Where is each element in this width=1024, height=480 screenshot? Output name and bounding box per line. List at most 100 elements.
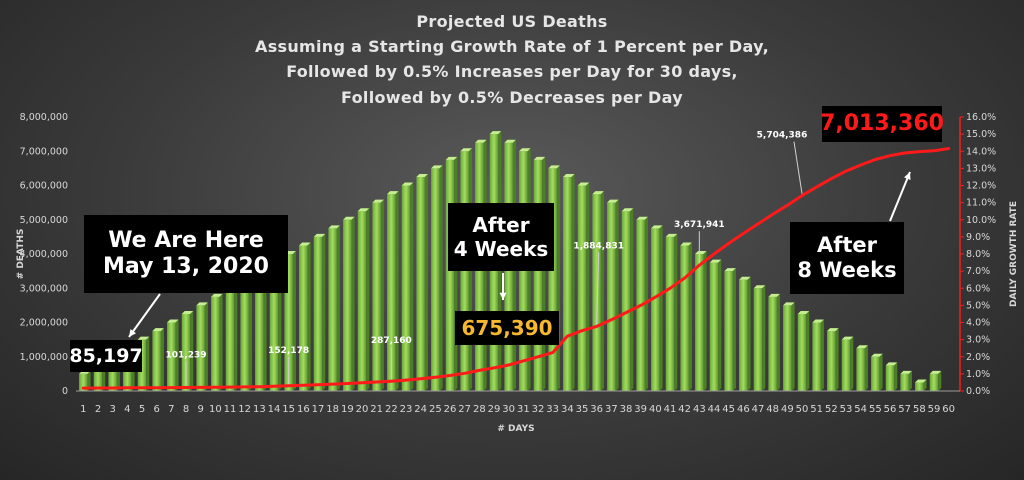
x-axis-tick-label: 37: [605, 404, 618, 415]
growth-rate-bar-top: [797, 310, 810, 314]
right-axis-tick-label: 5.0%: [966, 300, 990, 311]
growth-rate-bar: [548, 168, 557, 391]
growth-rate-bar-side: [820, 319, 824, 391]
x-axis-tick-label: 18: [326, 404, 339, 415]
growth-rate-bar-side: [292, 251, 296, 391]
projected-deaths-line: [81, 147, 951, 390]
point-label-leader: [596, 252, 600, 325]
arrow-we-are-here-head: [129, 329, 137, 337]
growth-rate-bar-top: [489, 131, 502, 135]
growth-rate-bar-top: [651, 225, 663, 229]
x-axis-tick-label: 36: [590, 404, 603, 415]
growth-rate-bar-top: [431, 165, 443, 169]
x-axis-tick-label: 2: [95, 404, 101, 415]
growth-rate-bar-top: [724, 268, 736, 272]
growth-rate-bar-top: [152, 328, 164, 332]
growth-rate-bar-top: [885, 362, 898, 366]
growth-rate-bar: [827, 331, 836, 391]
point-label: 1,884,831: [573, 241, 624, 251]
right-axis-tick-label: 3.0%: [966, 335, 990, 346]
x-axis-tick-label: 29: [488, 404, 501, 415]
growth-rate-bar: [387, 194, 396, 391]
right-axis-tick-label: 7.0%: [966, 266, 990, 277]
x-axis-tick-label: 50: [796, 404, 809, 415]
growth-rate-bar-top: [387, 191, 399, 195]
x-axis-tick-label: 59: [928, 404, 941, 415]
growth-rate-bar-side: [864, 345, 868, 391]
x-axis-tick-label: 4: [124, 404, 130, 415]
x-axis-title: # DAYS: [497, 424, 534, 434]
left-axis-title: # DEATHS: [16, 229, 26, 280]
growth-rate-bar-top: [504, 139, 516, 143]
x-axis-tick-label: 6: [153, 404, 159, 415]
growth-rate-bar-side: [571, 173, 575, 391]
growth-rate-bar-top: [328, 225, 340, 229]
growth-rate-bar-side: [336, 225, 340, 391]
x-axis-tick-label: 55: [869, 404, 882, 415]
growth-rate-bar: [592, 194, 601, 391]
x-axis-tick-label: 27: [458, 404, 471, 415]
growth-rate-bar-side: [87, 370, 91, 391]
growth-rate-bar-side: [439, 165, 443, 391]
growth-rate-bar: [357, 211, 367, 391]
growth-rate-bar-side: [923, 379, 927, 391]
growth-rate-bar-side: [204, 302, 208, 391]
growth-rate-bar: [401, 185, 411, 391]
growth-rate-bar: [885, 365, 895, 391]
x-axis-tick-label: 54: [854, 404, 867, 415]
growth-rate-bar-top: [768, 293, 780, 297]
x-axis-tick-label: 3: [109, 404, 115, 415]
growth-rate-bar-top: [401, 182, 414, 186]
growth-rate-bar-top: [709, 259, 722, 263]
x-axis-tick-label: 31: [517, 404, 530, 415]
growth-rate-bar-side: [219, 293, 223, 391]
growth-rate-bar-side: [263, 268, 267, 391]
chart-title-line-2: Assuming a Starting Growth Rate of 1 Per…: [255, 37, 769, 56]
right-axis-tick-label: 12.0%: [966, 181, 996, 192]
x-axis-tick-label: 7: [168, 404, 174, 415]
growth-rate-bar-side: [160, 328, 164, 391]
callout-we-are-here: We Are Here May 13, 2020: [84, 215, 288, 293]
growth-rate-bar: [299, 245, 308, 391]
growth-rate-bar-top: [783, 302, 795, 306]
x-axis-tick-label: 10: [209, 404, 222, 415]
growth-rate-bar-top: [665, 233, 678, 237]
growth-rate-bar: [812, 322, 821, 391]
right-axis-tick-label: 2.0%: [966, 352, 990, 363]
growth-rate-bar: [137, 339, 147, 391]
growth-rate-bar: [519, 151, 528, 391]
growth-rate-bar-side: [351, 216, 355, 391]
growth-rate-bar-top: [827, 328, 839, 332]
growth-rate-bar-side: [424, 173, 428, 391]
growth-rate-bar: [269, 262, 279, 391]
growth-rate-bar-top: [372, 199, 384, 203]
growth-rate-bar: [856, 348, 865, 391]
growth-rate-bar-side: [322, 233, 326, 391]
right-axis-tick-label: 8.0%: [966, 249, 990, 260]
growth-rate-bar-top: [915, 379, 927, 383]
growth-rate-bar-side: [776, 293, 780, 391]
x-axis-tick-label: 32: [532, 404, 545, 415]
growth-rate-bar: [783, 305, 792, 391]
left-axis-tick-label: 2,000,000: [20, 318, 68, 329]
x-axis-tick-label: 1: [80, 404, 86, 415]
growth-rate-bar-side: [410, 182, 414, 391]
growth-rate-bar-side: [732, 268, 736, 391]
x-axis-tick-label: 25: [429, 404, 442, 415]
x-axis-tick-label: 13: [253, 404, 266, 415]
growth-rate-bar-top: [929, 370, 942, 374]
growth-rate-bar: [753, 288, 763, 391]
x-axis-tick-label: 30: [502, 404, 515, 415]
x-axis-tick-label: 20: [356, 404, 369, 415]
arrow-after-4-weeks-head: [499, 292, 507, 300]
growth-rate-bar: [343, 219, 352, 391]
growth-rate-bar: [797, 313, 807, 391]
growth-rate-bar-top: [548, 165, 560, 169]
x-axis-tick-label: 33: [546, 404, 559, 415]
x-axis-tick-label: 15: [282, 404, 295, 415]
growth-rate-bar-top: [343, 216, 355, 220]
growth-rate-bar-side: [454, 156, 458, 391]
x-axis-tick-label: 14: [268, 404, 281, 415]
growth-rate-bar-side: [806, 310, 810, 391]
